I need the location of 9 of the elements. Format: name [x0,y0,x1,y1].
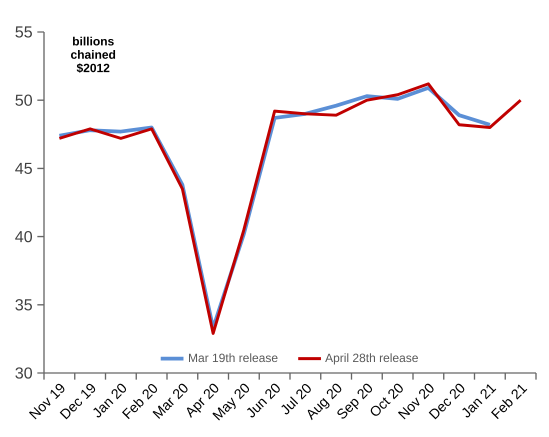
y-axis-title: billions chained $2012 [70,36,116,73]
y-tick-label: 55 [15,26,32,38]
y-tick-label: 50 [15,94,32,106]
y-tick-label: 30 [15,367,32,379]
legend-label: Mar 19th release [189,353,278,362]
y-tick-label: 40 [15,230,32,242]
y-tick-label: 35 [15,299,32,310]
y-tick-label: 45 [15,162,32,174]
legend-label: April 28th release [325,353,418,364]
